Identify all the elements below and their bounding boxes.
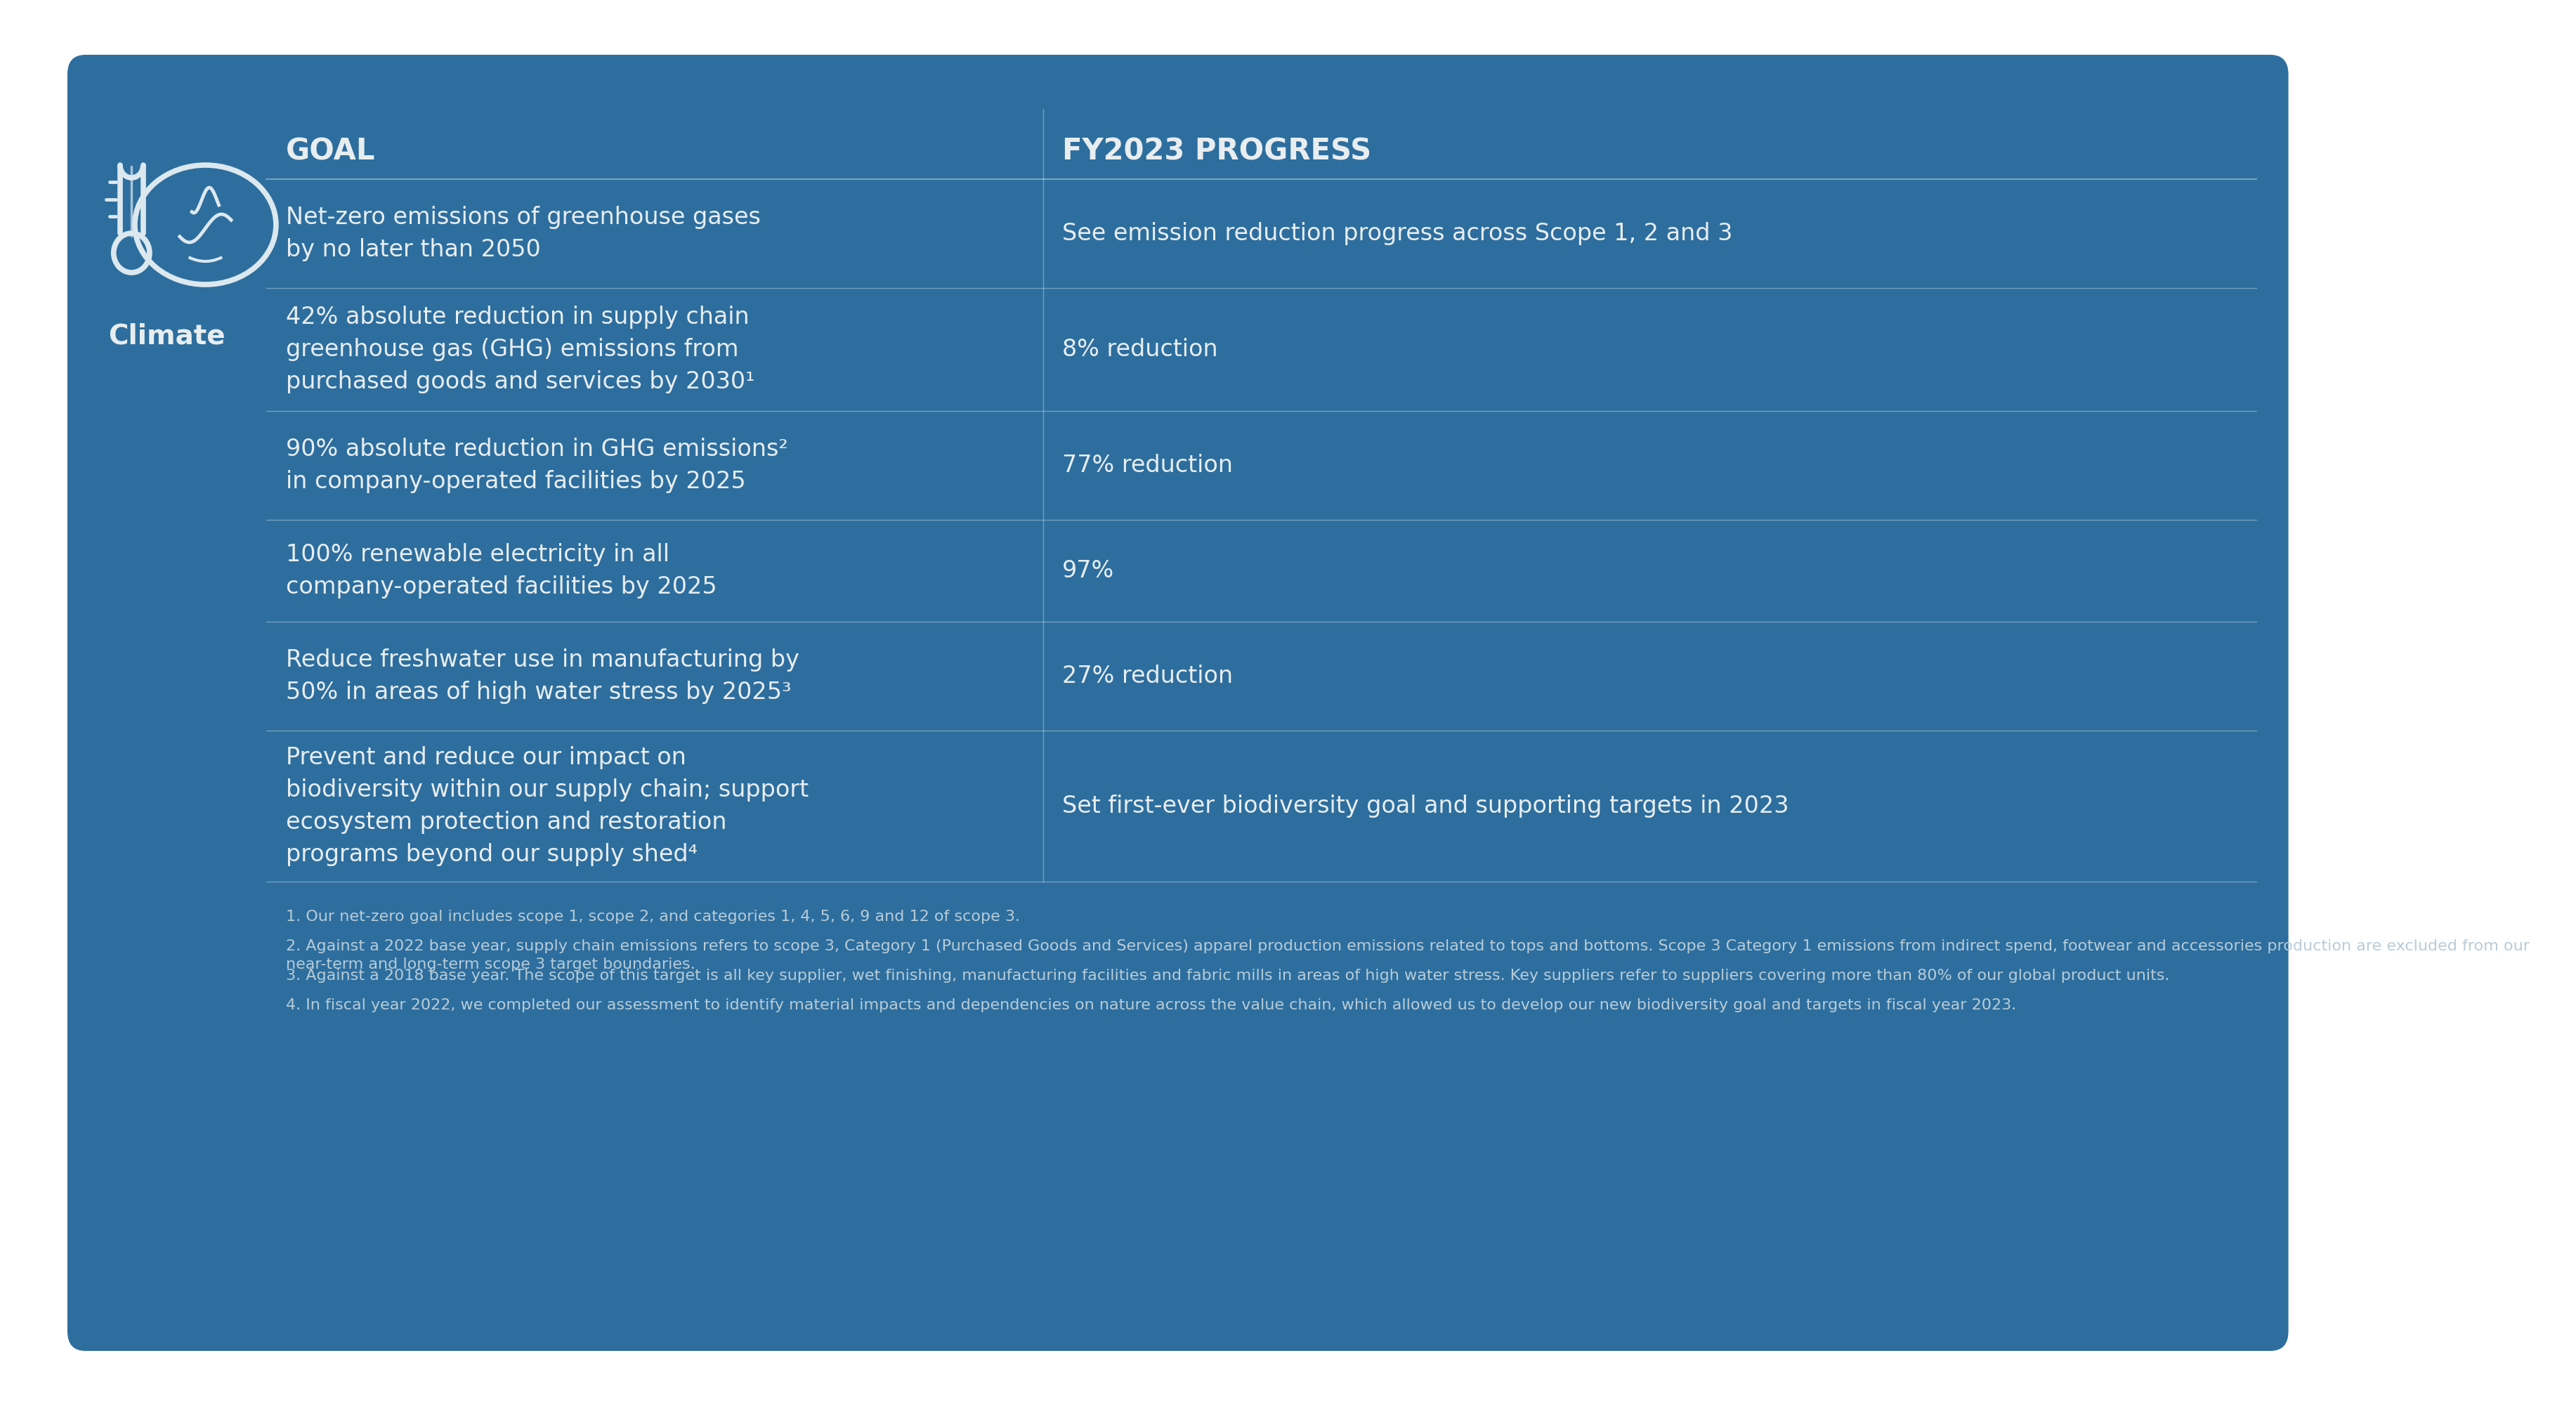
Text: FY2023 PROGRESS: FY2023 PROGRESS: [1061, 136, 1370, 166]
Text: 27% reduction: 27% reduction: [1061, 665, 1234, 687]
Text: Climate: Climate: [108, 323, 227, 350]
Text: 4. In fiscal year 2022, we completed our assessment to identify material impacts: 4. In fiscal year 2022, we completed our…: [286, 998, 2017, 1012]
Text: 42% absolute reduction in supply chain
greenhouse gas (GHG) emissions from
purch: 42% absolute reduction in supply chain g…: [286, 306, 755, 393]
Text: 3. Against a 2018 base year. The scope of this target is all key supplier, wet f: 3. Against a 2018 base year. The scope o…: [286, 969, 2169, 984]
Text: 100% renewable electricity in all
company-operated facilities by 2025: 100% renewable electricity in all compan…: [286, 542, 716, 599]
Text: Net-zero emissions of greenhouse gases
by no later than 2050: Net-zero emissions of greenhouse gases b…: [286, 205, 760, 261]
Text: See emission reduction progress across Scope 1, 2 and 3: See emission reduction progress across S…: [1061, 222, 1734, 244]
Text: 8% reduction: 8% reduction: [1061, 337, 1218, 361]
Text: Reduce freshwater use in manufacturing by
50% in areas of high water stress by 2: Reduce freshwater use in manufacturing b…: [286, 649, 799, 704]
Text: 1. Our net-zero goal includes scope 1, scope 2, and categories 1, 4, 5, 6, 9 and: 1. Our net-zero goal includes scope 1, s…: [286, 910, 1020, 924]
Text: 97%: 97%: [1061, 559, 1115, 582]
Text: Prevent and reduce our impact on
biodiversity within our supply chain; support
e: Prevent and reduce our impact on biodive…: [286, 746, 809, 865]
Text: 77% reduction: 77% reduction: [1061, 454, 1234, 478]
FancyBboxPatch shape: [67, 55, 2287, 1352]
Text: Set first-ever biodiversity goal and supporting targets in 2023: Set first-ever biodiversity goal and sup…: [1061, 795, 1790, 818]
Text: 90% absolute reduction in GHG emissions²
in company-operated facilities by 2025: 90% absolute reduction in GHG emissions²…: [286, 438, 788, 493]
Text: 2. Against a 2022 base year, supply chain emissions refers to scope 3, Category : 2. Against a 2022 base year, supply chai…: [286, 939, 2530, 971]
Text: GOAL: GOAL: [286, 136, 376, 166]
